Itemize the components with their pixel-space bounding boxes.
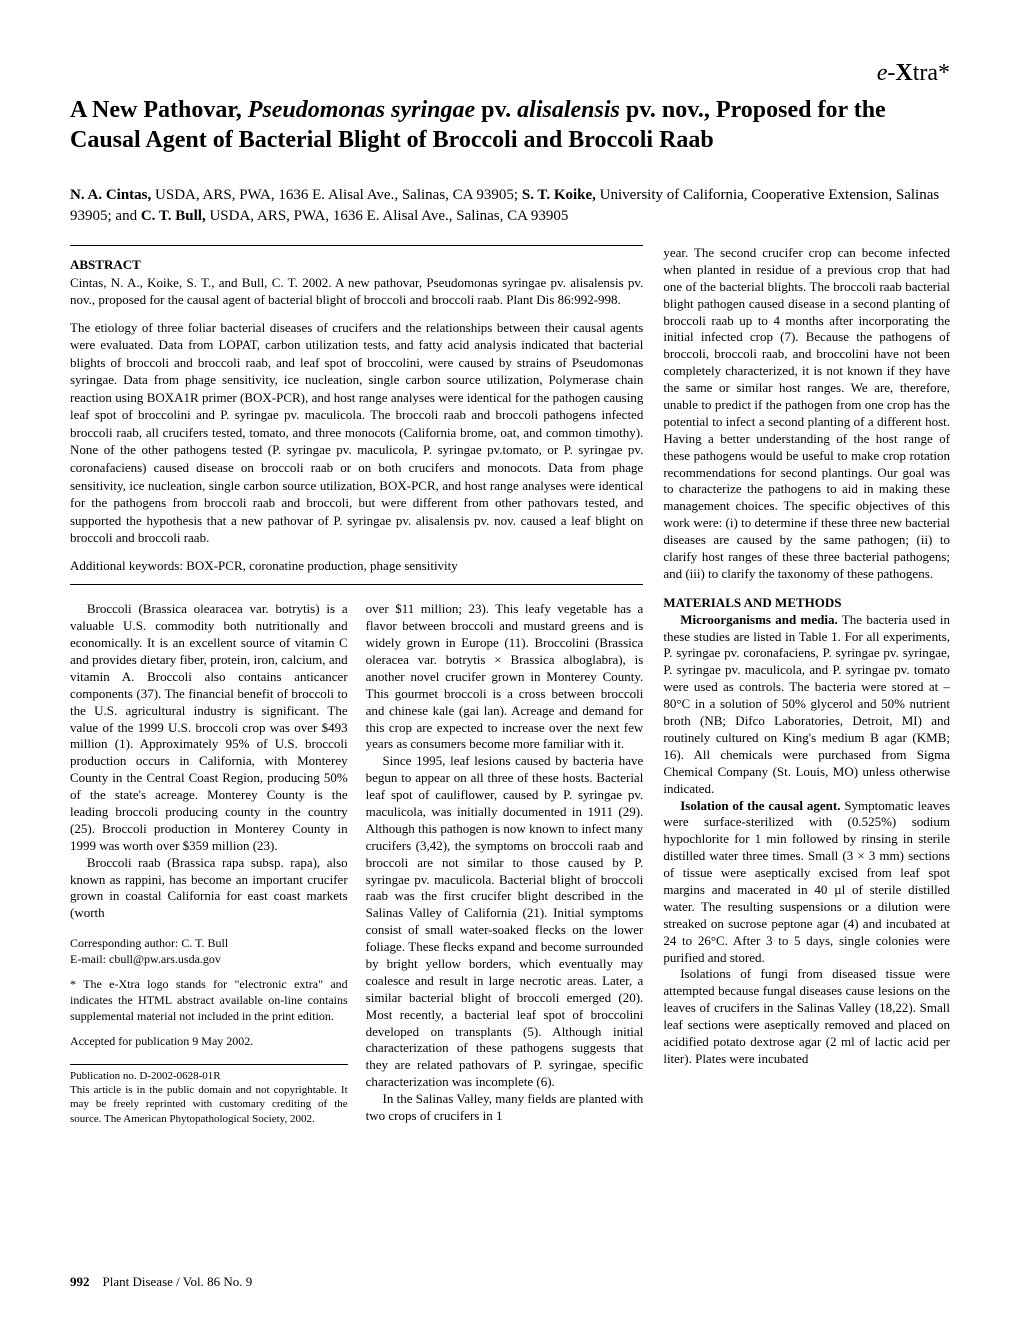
body-mid-p3: In the Salinas Valley, many fields are p… bbox=[366, 1091, 644, 1125]
body-mid-p1: over $11 million; 23). This leafy vegeta… bbox=[366, 601, 644, 753]
abstract-body: The etiology of three foliar bacterial d… bbox=[70, 319, 643, 547]
abstract-header: ABSTRACT bbox=[70, 256, 643, 274]
abstract-keywords: Additional keywords: BOX-PCR, coronatine… bbox=[70, 557, 643, 575]
title-italic1: Pseudomonas syringae bbox=[248, 97, 475, 123]
journal-info: Plant Disease / Vol. 86 No. 9 bbox=[103, 1274, 253, 1289]
publication-no: Publication no. D-2002-0628-01R bbox=[70, 1069, 348, 1083]
e-xtra-logo: e-Xtra* bbox=[70, 60, 950, 87]
two-column-body: Broccoli (Brassica olearacea var. botryt… bbox=[70, 601, 643, 1126]
accepted-date: Accepted for publication 9 May 2002. bbox=[70, 1034, 348, 1050]
publication-box: Publication no. D-2002-0628-01R This art… bbox=[70, 1064, 348, 1126]
author3-affil: USDA, ARS, PWA, 1636 E. Alisal Ave., Sal… bbox=[206, 208, 569, 224]
author3: C. T. Bull, bbox=[141, 208, 206, 224]
right-column: year. The second crucifer crop can becom… bbox=[663, 245, 950, 1126]
title-part1: A New Pathovar, bbox=[70, 97, 248, 123]
e-xtra-suffix: tra* bbox=[913, 60, 950, 86]
right-p2-lead: Microorganisms and media. bbox=[680, 612, 838, 627]
right-p4: Isolations of fungi from diseased tissue… bbox=[663, 966, 950, 1067]
author1-affil: USDA, ARS, PWA, 1636 E. Alisal Ave., Sal… bbox=[151, 187, 522, 203]
section-materials: MATERIALS AND METHODS bbox=[663, 595, 950, 612]
title-italic2: alisalensis bbox=[517, 97, 620, 123]
body-mid-p2: Since 1995, leaf lesions caused by bacte… bbox=[366, 753, 644, 1091]
publication-rights: This article is in the public domain and… bbox=[70, 1083, 348, 1126]
article-title: A New Pathovar, Pseudomonas syringae pv.… bbox=[70, 95, 950, 155]
extra-note: * The e-Xtra logo stands for "electronic… bbox=[70, 977, 348, 1024]
authors-block: N. A. Cintas, USDA, ARS, PWA, 1636 E. Al… bbox=[70, 185, 950, 227]
right-p2: The bacteria used in these studies are l… bbox=[663, 612, 950, 796]
right-p1: year. The second crucifer crop can becom… bbox=[663, 245, 950, 583]
body-p2: Broccoli raab (Brassica rapa subsp. rapa… bbox=[70, 855, 348, 923]
left-column: ABSTRACT Cintas, N. A., Koike, S. T., an… bbox=[70, 245, 643, 1126]
abstract-citation: Cintas, N. A., Koike, S. T., and Bull, C… bbox=[70, 274, 643, 309]
right-p3: Symptomatic leaves were surface-steriliz… bbox=[663, 798, 950, 965]
corresponding-line2: E-mail: cbull@pw.ars.usda.gov bbox=[70, 952, 348, 968]
title-part2: pv. bbox=[475, 97, 517, 123]
e-xtra-bold: X bbox=[895, 60, 912, 86]
page-number: 992 bbox=[70, 1274, 90, 1289]
author2: S. T. Koike, bbox=[522, 187, 596, 203]
abstract-box: ABSTRACT Cintas, N. A., Koike, S. T., an… bbox=[70, 245, 643, 585]
e-xtra-prefix: e- bbox=[877, 60, 896, 86]
body-p1: Broccoli (Brassica olearacea var. botryt… bbox=[70, 601, 348, 854]
corresponding-line1: Corresponding author: C. T. Bull bbox=[70, 936, 348, 952]
content-wrapper: ABSTRACT Cintas, N. A., Koike, S. T., an… bbox=[70, 245, 950, 1126]
author1: N. A. Cintas, bbox=[70, 187, 151, 203]
page-footer: 992 Plant Disease / Vol. 86 No. 9 bbox=[70, 1274, 252, 1290]
corresponding-author: Corresponding author: C. T. Bull E-mail:… bbox=[70, 936, 348, 967]
right-p3-lead: Isolation of the causal agent. bbox=[680, 798, 840, 813]
